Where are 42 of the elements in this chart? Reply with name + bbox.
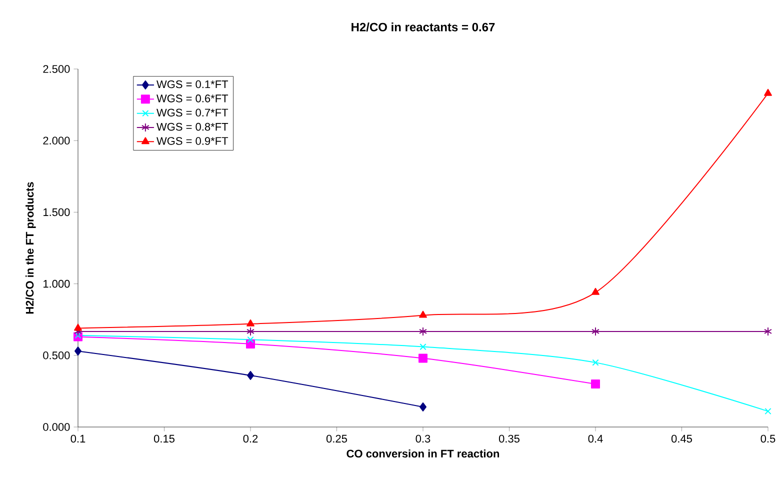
legend-label: WGS = 0.1*FT — [156, 80, 228, 88]
point — [420, 343, 426, 350]
x-tick-label: 0.35 — [498, 434, 520, 443]
x-tick-label: 0.5 — [760, 434, 776, 443]
y-tick-label: 1.500 — [44, 208, 70, 216]
x-tick-label: 0.45 — [671, 434, 692, 443]
point — [74, 332, 82, 339]
x-tick-label: 0.3 — [416, 434, 430, 443]
point — [764, 326, 772, 336]
x-tick-label: 0.1 — [70, 434, 86, 443]
y-tick-label: 0.000 — [43, 423, 70, 431]
point — [418, 354, 428, 363]
point — [592, 326, 600, 336]
x-tick-label: 0.25 — [326, 434, 347, 443]
point — [420, 402, 426, 412]
x-tick-label: 0.2 — [243, 434, 258, 443]
x-axis-title: CO conversion in FT reaction — [346, 449, 500, 458]
point — [764, 408, 772, 415]
y-tick-label: 2.000 — [43, 136, 70, 144]
y-tick-label: 0.500 — [43, 352, 70, 360]
legend-label: WGS = 0.6*FT — [156, 94, 228, 102]
legend-label: WGS = 0.9*FT — [156, 137, 228, 145]
legend-label: WGS = 0.7*FT — [156, 108, 228, 117]
point — [246, 326, 254, 336]
point — [74, 324, 82, 331]
point — [247, 336, 254, 343]
point — [591, 380, 600, 389]
y-tick-label: 2.500 — [43, 65, 70, 73]
point — [74, 346, 82, 356]
y-tick-label: 1.000 — [44, 280, 70, 288]
point — [592, 288, 600, 295]
x-tick-label: 0.15 — [154, 434, 174, 443]
legend-label: WGS = 0.8*FT — [156, 122, 228, 131]
point — [419, 310, 427, 318]
chart-title: H2/CO in reactants = 0.67 — [352, 22, 495, 32]
point — [764, 88, 772, 96]
point — [592, 359, 599, 366]
point — [246, 319, 254, 326]
y-axis-title: H2/CO in the FT products — [26, 182, 36, 314]
x-tick-label: 0.4 — [588, 434, 603, 443]
point — [419, 326, 427, 336]
point — [247, 370, 254, 380]
